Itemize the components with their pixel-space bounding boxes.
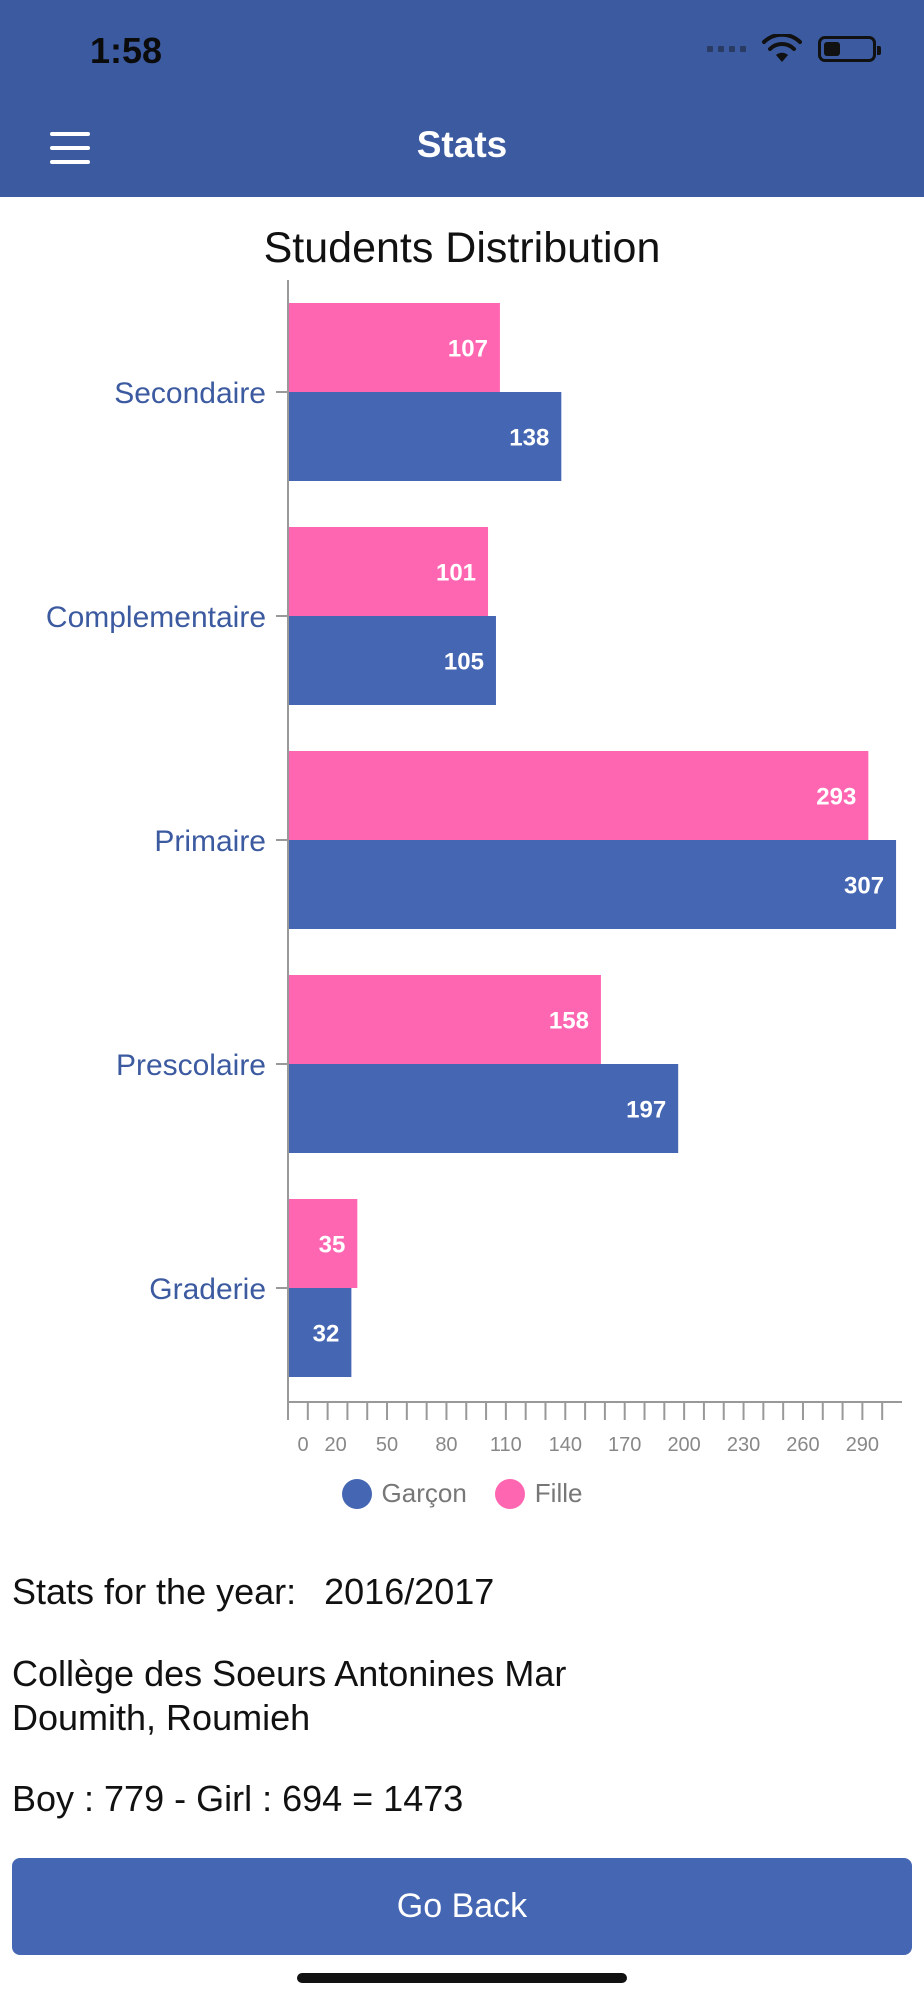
category-label-prescolaire: Prescolaire	[116, 1049, 266, 1082]
category-label-primaire: Primaire	[154, 825, 266, 858]
school-name: Collège des Soeurs Antonines Mar Doumith…	[12, 1653, 567, 1738]
legend-label-fille: Fille	[534, 1478, 583, 1508]
battery-icon	[818, 36, 881, 62]
bar-garcon-secondaire	[289, 392, 562, 481]
data-label: 32	[313, 1321, 340, 1348]
data-label: 35	[319, 1232, 346, 1259]
status-time: 1:58	[90, 30, 163, 71]
x-tick-label: 50	[376, 1434, 398, 1456]
bar-fille-complementaire	[289, 527, 489, 616]
cellular-signal-icon	[707, 46, 746, 52]
data-label: 197	[626, 1097, 666, 1124]
category-label-secondaire: Secondaire	[114, 377, 266, 410]
year-value: 2016/2017	[324, 1571, 495, 1612]
bar-fille-graderie	[289, 1199, 358, 1288]
x-tick-label: 0	[297, 1434, 308, 1456]
app-header: 1:58 Stats	[0, 0, 924, 197]
go-back-button[interactable]: Go Back	[12, 1858, 912, 1955]
legend-item-garcon: Garçon	[341, 1478, 467, 1509]
x-tick-label: 140	[549, 1434, 582, 1456]
year-line: Stats for the year: 2016/2017	[12, 1570, 494, 1614]
year-label: Stats for the year:	[12, 1571, 297, 1612]
bar-garcon-graderie	[289, 1288, 352, 1377]
bar-garcon-prescolaire	[289, 1064, 679, 1153]
x-tick-label: 260	[786, 1434, 819, 1456]
x-tick-label: 170	[608, 1434, 641, 1456]
x-tick-label: 230	[727, 1434, 760, 1456]
bar-fille-primaire	[289, 751, 869, 840]
x-tick-label: 200	[667, 1434, 700, 1456]
legend-label-garcon: Garçon	[381, 1478, 467, 1508]
legend-dot-garcon	[341, 1478, 372, 1509]
data-label: 307	[844, 873, 884, 900]
wifi-icon	[762, 34, 802, 62]
page-title: Stats	[416, 124, 508, 165]
totals-summary: Boy : 779 - Girl : 694 = 1473	[12, 1778, 464, 1819]
x-tick-label: 110	[490, 1434, 522, 1456]
students-distribution-chart: Secondaire 107 138 Complementaire 101 105 Prim…	[46, 280, 902, 1456]
data-label: 293	[816, 784, 856, 811]
home-indicator	[297, 1973, 627, 1983]
bar-garcon-complementaire	[289, 616, 496, 705]
status-icons	[707, 34, 881, 64]
bar-fille-secondaire	[289, 303, 500, 392]
bar-garcon-primaire	[289, 840, 897, 929]
legend-item-fille: Fille	[494, 1478, 583, 1509]
category-label-graderie: Graderie	[149, 1273, 266, 1306]
data-label: 107	[448, 336, 488, 363]
data-label: 138	[509, 425, 549, 452]
category-label-complementaire: Complementaire	[46, 601, 266, 634]
chart-title: Students Distribution	[263, 224, 661, 272]
bar-fille-prescolaire	[289, 975, 601, 1064]
data-label: 158	[549, 1008, 589, 1035]
chart-legend: Garçon Fille	[0, 1478, 924, 1509]
data-label: 101	[436, 560, 476, 587]
data-label: 105	[444, 649, 484, 676]
x-tick-label: 20	[324, 1434, 346, 1456]
x-tick-label: 290	[846, 1434, 879, 1456]
legend-dot-fille	[494, 1478, 525, 1509]
x-tick-label: 80	[435, 1434, 457, 1456]
hamburger-menu-icon[interactable]	[50, 132, 90, 164]
